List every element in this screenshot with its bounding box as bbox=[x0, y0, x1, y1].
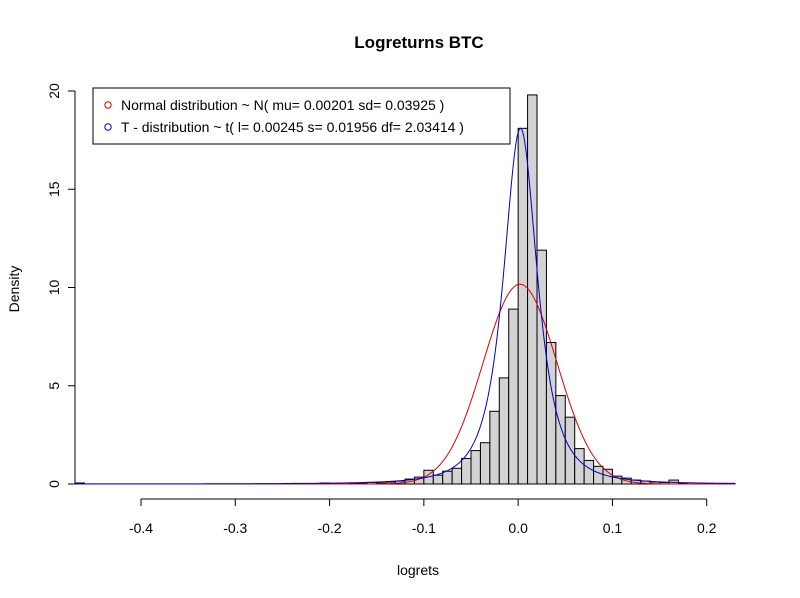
histogram-bar-29 bbox=[583, 459, 595, 485]
normal-density-curve bbox=[75, 283, 735, 485]
histogram-bar-13 bbox=[432, 474, 444, 485]
x-tick-label-0: -0.4 bbox=[129, 520, 153, 536]
histogram-bar-20 bbox=[498, 377, 510, 485]
histogram-bar-28 bbox=[574, 448, 585, 485]
histogram-bar-16 bbox=[461, 457, 472, 485]
legend-entry-t: T - distribution ~ t( l= 0.00245 s= 0.01… bbox=[121, 119, 464, 135]
density-curves bbox=[75, 127, 735, 485]
x-tick-label-1: -0.3 bbox=[223, 520, 247, 536]
histogram-bar-26 bbox=[555, 395, 566, 485]
histogram-bar-14 bbox=[442, 470, 453, 485]
y-tick-label-0: 0 bbox=[46, 480, 62, 488]
histogram-bar-30 bbox=[593, 465, 604, 485]
legend-marker-t bbox=[104, 123, 112, 131]
y-tick-label-4: 20 bbox=[46, 83, 62, 99]
legend-entry-normal: Normal distribution ~ N( mu= 0.00201 sd=… bbox=[121, 97, 444, 113]
histogram-bar-25 bbox=[545, 342, 557, 485]
y-tick-label-3: 15 bbox=[46, 181, 62, 197]
histogram-bars bbox=[74, 94, 736, 485]
y-axis-label: Density bbox=[6, 266, 22, 313]
chart-title: Logreturns BTC bbox=[354, 33, 483, 52]
legend: Normal distribution ~ N( mu= 0.00201 sd=… bbox=[92, 87, 511, 145]
x-tick-label-5: 0.1 bbox=[603, 520, 623, 536]
histogram-bar-27 bbox=[564, 416, 576, 485]
x-tick-label-4: 0.0 bbox=[508, 520, 528, 536]
histogram-bar-17 bbox=[470, 450, 481, 485]
legend-marker-normal bbox=[104, 101, 112, 109]
y-tick-label-1: 5 bbox=[46, 382, 62, 390]
x-axis-label: logrets bbox=[397, 562, 439, 578]
histogram-bar-19 bbox=[489, 410, 500, 485]
legend-box bbox=[92, 87, 511, 145]
histogram-bar-21 bbox=[508, 308, 519, 485]
t-density-curve bbox=[75, 127, 735, 485]
histogram-bar-15 bbox=[451, 467, 463, 485]
x-tick-label-6: 0.2 bbox=[697, 520, 717, 536]
y-axis: 0 5 10 15 20 bbox=[46, 83, 76, 488]
histogram-bar-22 bbox=[517, 127, 529, 485]
x-tick-label-3: -0.1 bbox=[412, 520, 436, 536]
y-tick-label-2: 10 bbox=[46, 280, 62, 296]
x-axis: -0.4 -0.3 -0.2 -0.1 0.0 0.1 0.2 bbox=[129, 498, 717, 536]
histogram-bar-18 bbox=[479, 442, 491, 485]
x-tick-label-2: -0.2 bbox=[318, 520, 342, 536]
